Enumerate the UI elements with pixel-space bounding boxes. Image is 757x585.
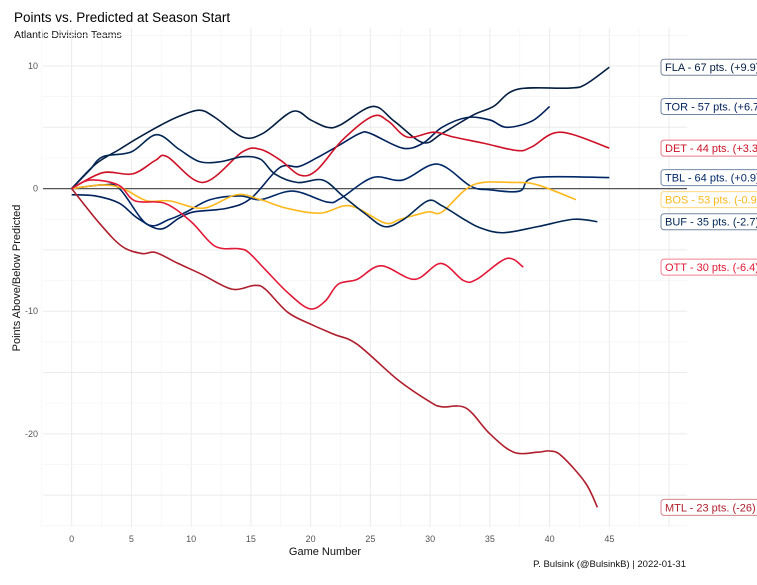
- grid: [41, 28, 687, 527]
- label-box: [660, 191, 757, 209]
- x-tick-label: 10: [186, 534, 196, 544]
- label-text: DET - 44 pts. (+3.3): [665, 143, 757, 155]
- series-line-bos: [71, 181, 577, 225]
- chart-title: Points vs. Predicted at Season Start: [14, 10, 231, 25]
- series-label-mtl: MTL - 23 pts. (-26): [660, 498, 757, 516]
- x-tick-label: 30: [425, 534, 435, 544]
- x-tick-label: 0: [69, 534, 74, 544]
- series-label-ott: OTT - 30 pts. (-6.4): [660, 258, 757, 276]
- label-text: BUF - 35 pts. (-2.7): [665, 217, 757, 229]
- series-label-bos: BOS - 53 pts. (-0.9): [660, 191, 757, 209]
- x-tick-label: 5: [129, 534, 134, 544]
- label-box: [660, 258, 757, 276]
- x-tick-label: 20: [306, 534, 316, 544]
- series-line-ott: [71, 179, 524, 310]
- label-text: BOS - 53 pts. (-0.9): [665, 195, 757, 207]
- x-tick-label: 25: [365, 534, 375, 544]
- label-box: [660, 213, 757, 231]
- label-box: [660, 169, 757, 187]
- series-label-det: DET - 44 pts. (+3.3): [660, 139, 757, 157]
- chart-caption: P. Bulsink (@BulsinkB) | 2022-01-31: [533, 559, 686, 570]
- series-label-fla: FLA - 67 pts. (+9.9): [660, 58, 757, 76]
- label-text: OTT - 30 pts. (-6.4): [665, 262, 757, 274]
- label-box: [660, 58, 757, 76]
- label-text: MTL - 23 pts. (-26): [665, 502, 756, 514]
- axis-ticks: 0 5 10 15 20 25 30 35 40 45 10 0 -10 -20: [25, 61, 614, 544]
- label-box: [660, 139, 757, 157]
- series-line-mtl: [71, 188, 599, 508]
- series-label-tbl: TBL - 64 pts. (+0.9): [660, 169, 757, 187]
- x-tick-label: 40: [545, 534, 555, 544]
- series-line-tbl: [71, 163, 610, 227]
- series-label-tor: TOR - 57 pts. (+6.7): [660, 97, 757, 115]
- y-tick-label: -20: [25, 429, 38, 439]
- x-tick-label: 15: [246, 534, 256, 544]
- label-text: TBL - 64 pts. (+0.9): [665, 173, 757, 185]
- label-text: FLA - 67 pts. (+9.9): [665, 62, 757, 74]
- y-axis-title: Points Above/Below Predicted: [11, 205, 23, 352]
- series-line-buf: [71, 133, 598, 234]
- y-tick-label: 10: [28, 61, 38, 71]
- series-line-det: [71, 114, 610, 190]
- label-box: [660, 498, 757, 516]
- series-label-buf: BUF - 35 pts. (-2.7): [660, 213, 757, 231]
- label-text: TOR - 57 pts. (+6.7): [665, 101, 757, 113]
- x-tick-label: 35: [485, 534, 495, 544]
- y-tick-label: -10: [25, 306, 38, 316]
- series-labels: FLA - 67 pts. (+9.9) TOR - 57 pts. (+6.7)…: [660, 58, 757, 516]
- x-tick-label: 45: [604, 534, 614, 544]
- y-tick-label: 0: [33, 184, 38, 194]
- x-axis-title: Game Number: [289, 546, 361, 558]
- series-line-fla: [71, 66, 610, 190]
- label-box: [660, 97, 757, 115]
- series-lines: [71, 66, 610, 508]
- chart-subtitle: Atlantic Division Teams: [14, 29, 122, 41]
- series-line-tor: [71, 105, 551, 230]
